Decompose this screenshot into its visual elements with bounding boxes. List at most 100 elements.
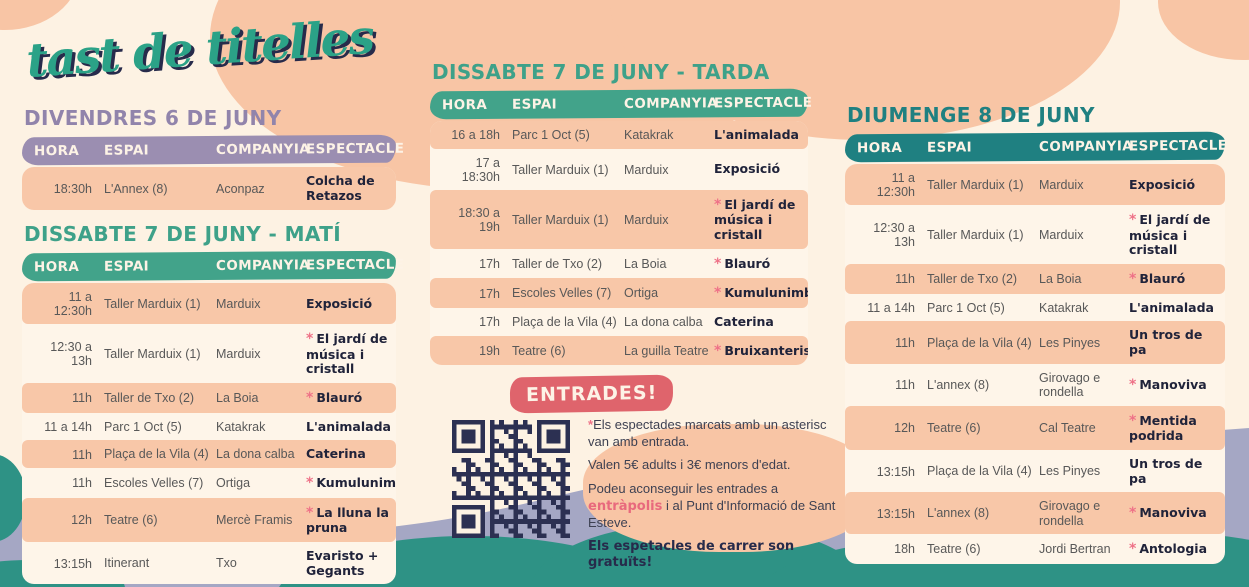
section-title: DISSABTE 7 DE JUNY - MATÍ [24, 222, 342, 246]
row-espai: Plaça de la Vila (4) [104, 447, 209, 462]
table-row: 18h Teatre (6) Jordi Bertran * Antologia [845, 534, 1225, 564]
asterisk-icon: * [714, 255, 722, 272]
row-espai: Plaça de la Vila (4) [927, 335, 1032, 350]
entrapolis-link[interactable]: entràpolis [588, 498, 663, 514]
qr-code-icon [452, 420, 570, 538]
row-espai: Taller de Txo (2) [104, 391, 195, 406]
asterisk-icon: * [306, 504, 314, 521]
row-companyia: Jordi Bertran [1039, 542, 1111, 557]
row-espectacle: * Blauró [306, 390, 394, 407]
table-row: 13:15h Plaça de la Vila (4) Les Pinyes Un t… [845, 450, 1225, 493]
header-cell-espectacle: ESPECTACLE [713, 94, 813, 112]
asterisk-icon: * [588, 417, 594, 432]
row-hora: 12h [894, 421, 915, 436]
table-header-row: HORA ESPAI COMPANYIA ESPECTACLE [429, 88, 812, 120]
row-espectacle: L'animalada [1129, 300, 1223, 316]
row-espai: Taller Marduix (1) [104, 346, 201, 361]
row-companyia: Aconpaz [216, 181, 265, 196]
espectacle-title: Caterina [714, 313, 774, 329]
row-hora: 11h [72, 476, 92, 491]
row-espai: Teatre (6) [512, 343, 566, 358]
tickets-info: *Els espectades marcats amb un asterisc … [588, 417, 842, 579]
table-row: 16 a 18h Parc 1 Oct (5) Katakrak L'animalad… [430, 121, 808, 149]
row-companyia: Katakrak [216, 419, 266, 434]
row-espectacle: * Mentida podrida [1129, 413, 1223, 444]
row-espectacle: Un tros de pa [1129, 455, 1223, 487]
row-companyia: Marduix [216, 296, 261, 311]
row-espai: Parc 1 Oct (5) [512, 128, 590, 143]
row-companyia: La guilla Teatre [624, 343, 709, 358]
espectacle-title: Bruixanteris [724, 342, 808, 358]
asterisk-icon: * [1129, 376, 1137, 393]
asterisk-icon: * [306, 475, 314, 492]
espectacle-title: Colcha de Retazos [306, 173, 375, 203]
row-hora: 12:30 a 13h [873, 221, 915, 249]
row-companyia: Les Pinyes [1039, 335, 1101, 350]
row-companyia: Katakrak [1039, 300, 1089, 315]
espectacle-title: L'animalada [306, 418, 391, 434]
row-espectacle: L'animalada [306, 418, 394, 435]
row-hora: 13:15h [876, 464, 915, 479]
row-espectacle: * Antologia [1129, 541, 1223, 558]
espectacle-title: La lluna la pruna [306, 504, 389, 536]
section-title: DISSABTE 7 DE JUNY - TARDA [432, 60, 770, 84]
peach-cloud [1158, 0, 1249, 60]
row-companyia: La Boia [1039, 272, 1082, 287]
table-row: 12h Teatre (6) Mercè Framis * La lluna la pr… [22, 497, 396, 542]
row-espai: Taller Marduix (1) [104, 296, 201, 311]
row-espectacle: * El jardí de música i cristall [1129, 212, 1223, 258]
tickets-note-text: Els espectades marcats amb un asterisc v… [588, 417, 827, 449]
asterisk-icon: * [1129, 412, 1137, 429]
espectacle-title: Un tros de pa [1129, 455, 1203, 486]
row-hora: 11 a 12:30h [876, 171, 915, 199]
header-cell-companyia: COMPANYIA [215, 141, 311, 158]
row-espectacle: * Blauró [714, 256, 806, 273]
row-espai: L'annex (8) [927, 377, 990, 392]
row-companyia: Girovago e rondella [1039, 370, 1101, 400]
asterisk-icon: * [1129, 541, 1137, 558]
row-espectacle: Caterina [306, 446, 394, 462]
row-espectacle: Colcha de Retazos [306, 173, 394, 204]
row-espai: Itinerant [104, 556, 150, 571]
asterisk-icon: * [306, 331, 314, 347]
tickets-note-post: i al Punt d'Informació de Sant Esteve. [588, 497, 836, 531]
row-companyia: Txo [216, 556, 237, 571]
row-espectacle: *Kumulunimbu [714, 285, 808, 302]
table-row: 11h Escoles Velles (7) Ortiga *Kumulunimbu [22, 468, 396, 498]
table-row: 11h Plaça de la Vila (4) La dona calba Cate… [22, 440, 396, 469]
row-espai: Taller Marduix (1) [927, 227, 1024, 242]
table-header-row: HORA ESPAI COMPANYIA ESPECTACLE [844, 131, 1227, 163]
tickets-note-pre: Podeu aconseguir les entrades a [588, 480, 779, 496]
row-hora: 11 a 14h [867, 300, 915, 315]
espectacle-title: El jardí de música i cristall [1129, 212, 1211, 258]
row-hora: 11h [895, 378, 915, 393]
schedule-divendres-6: DIVENDRES 6 DE JUNY HORA ESPAI COMPANYIA… [21, 106, 404, 210]
row-companyia: Girovago e rondella [1039, 499, 1101, 528]
table-row: 11 a 12:30h Taller Marduix (1) Marduix Expo… [22, 283, 396, 324]
row-hora: 18:30 a 19h [458, 205, 500, 234]
row-espai: L'Annex (8) [104, 181, 168, 196]
espectacle-title: Caterina [306, 446, 366, 462]
row-companyia: La Boia [216, 391, 259, 406]
schedule-table: 11 a 12:30h Taller Marduix (1) Marduix Expo… [845, 164, 1225, 564]
row-hora: 17h [479, 286, 500, 301]
asterisk-icon: * [714, 342, 722, 359]
header-cell-hora: HORA [33, 258, 80, 276]
tickets-note-prices: Valen 5€ adults i 3€ menors d'edat. [588, 457, 791, 473]
row-hora: 11h [72, 391, 92, 406]
row-espai: Taller de Txo (2) [927, 272, 1018, 287]
row-companyia: Marduix [1039, 177, 1084, 192]
row-espai: Parc 1 Oct (5) [104, 419, 182, 434]
header-cell-hora: HORA [441, 96, 488, 114]
tickets-note-where: Podeu aconseguir les entrades a entràpol… [588, 481, 842, 532]
schedule-dissabte-tarda: DISSABTE 7 DE JUNY - TARDA HORA ESPAI CO… [429, 60, 812, 366]
row-hora: 12:30 a 13h [50, 340, 92, 368]
espectacle-title: Un tros de pa [1129, 327, 1203, 358]
row-companyia: Marduix [1039, 227, 1084, 242]
espectacle-title: Kumulunimbu [316, 475, 396, 491]
row-espectacle: * Manoviva [1129, 377, 1223, 394]
row-hora: 11h [72, 447, 92, 462]
espectacle-title: Mentida podrida [1129, 412, 1197, 444]
table-row: 17h Escoles Velles (7) Ortiga *Kumulunimbu [430, 278, 808, 308]
